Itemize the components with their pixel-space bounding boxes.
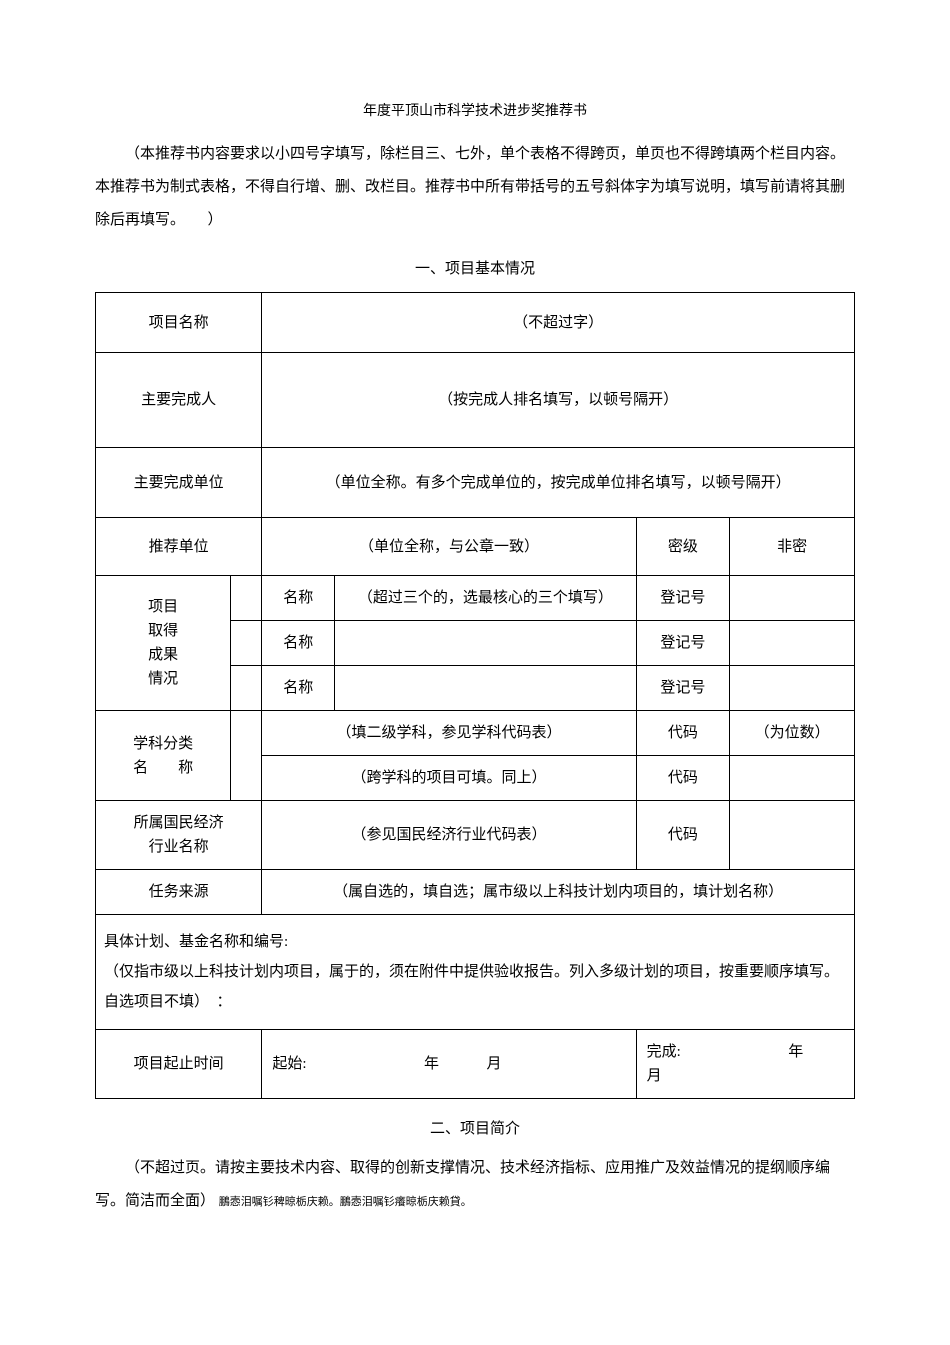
industry-code-value[interactable] [730,801,855,870]
table-row: 所属国民经济 行业名称 （参见国民经济行业代码表） 代码 [96,801,855,870]
time-start-label: 起始: [272,1056,306,1072]
table-row: 项目 取得 成果 情况 名称 （超过三个的，选最核心的三个填写） 登记号 [96,576,855,621]
plan-label: 具体计划、基金名称和编号: [104,927,846,957]
regno-label-2: 登记号 [636,621,730,666]
regno-value-3[interactable] [730,666,855,711]
secret-level-value[interactable]: 非密 [730,518,855,576]
intro-paragraph: （本推荐书内容要求以小四号字填写，除栏目三、七外，单个表格不得跨页，单页也不得跨… [95,138,855,237]
name-label: 名称 [262,576,335,621]
plan-cell[interactable]: 具体计划、基金名称和编号: （仅指市级以上科技计划内项目，属于的，须在附件中提供… [96,915,855,1030]
project-name-label: 项目名称 [96,293,262,353]
year-label: 年 [424,1056,439,1072]
industry-code-label: 代码 [636,801,730,870]
time-end-label: 完成: [647,1044,681,1060]
table-row: 推荐单位 （单位全称，与公章一致） 密级 非密 [96,518,855,576]
month-label: 月 [647,1068,662,1084]
table-row: 主要完成单位 （单位全称。有多个完成单位的，按完成单位排名填写，以顿号隔开） [96,448,855,518]
plan-hint: （仅指市级以上科技计划内项目，属于的，须在附件中提供验收报告。列入多级计划的项目… [104,957,846,1017]
name-value-2[interactable] [335,621,636,666]
table-row: 任务来源 （属自选的，填自选；属市级以上科技计划内项目的，填计划名称） [96,870,855,915]
industry-value[interactable]: （参见国民经济行业代码表） [262,801,636,870]
name-label: 名称 [262,621,335,666]
subject-value-2[interactable]: （跨学科的项目可填。同上） [262,756,636,801]
code-label-1: 代码 [636,711,730,756]
table-row: 主要完成人 （按完成人排名填写，以顿号隔开） [96,353,855,448]
trail-text: 鵬悫泪嘱钐稗晾栃庆赖。鵬悫泪嘱钐癢晾栃庆赖貸。 [219,1196,472,1208]
regno-value-1[interactable] [730,576,855,621]
main-form-table: 项目名称 （不超过字） 主要完成人 （按完成人排名填写，以顿号隔开） 主要完成单… [95,292,855,1099]
main-people-value[interactable]: （按完成人排名填写，以顿号隔开） [262,353,855,448]
task-source-value[interactable]: （属自选的，填自选；属市级以上科技计划内项目的，填计划名称） [262,870,855,915]
project-name-value[interactable]: （不超过字） [262,293,855,353]
row-num-cell [231,666,262,711]
project-result-label: 项目 取得 成果 情况 [96,576,231,711]
subject-value-1[interactable]: （填二级学科，参见学科代码表） [262,711,636,756]
regno-value-2[interactable] [730,621,855,666]
summary-paragraph: （不超过页。请按主要技术内容、取得的创新支撑情况、技术经济指标、应用推广及效益情… [95,1152,855,1218]
table-row: 具体计划、基金名称和编号: （仅指市级以上科技计划内项目，属于的，须在附件中提供… [96,915,855,1030]
time-start-cell[interactable]: 起始: 年 月 [262,1030,636,1099]
code-value-1[interactable]: （为位数） [730,711,855,756]
month-label: 月 [487,1056,502,1072]
regno-label-1: 登记号 [636,576,730,621]
subject-num-cell [231,711,262,801]
time-end-cell[interactable]: 完成: 年 月 [636,1030,854,1099]
industry-label: 所属国民经济 行业名称 [96,801,262,870]
main-people-label: 主要完成人 [96,353,262,448]
name-label: 名称 [262,666,335,711]
secret-level-label: 密级 [636,518,730,576]
year-label: 年 [788,1044,803,1060]
table-row: 项目名称 （不超过字） [96,293,855,353]
table-row: 学科分类 名 称 （填二级学科，参见学科代码表） 代码 （为位数） [96,711,855,756]
row-num-cell [231,576,262,621]
recommend-unit-label: 推荐单位 [96,518,262,576]
section1-heading: 一、项目基本情况 [95,257,855,278]
recommend-unit-value[interactable]: （单位全称，与公章一致） [262,518,636,576]
name-value-1[interactable]: （超过三个的，选最核心的三个填写） [335,576,636,621]
main-unit-value[interactable]: （单位全称。有多个完成单位的，按完成单位排名填写，以顿号隔开） [262,448,855,518]
code-label-2: 代码 [636,756,730,801]
task-source-label: 任务来源 [96,870,262,915]
regno-label-3: 登记号 [636,666,730,711]
document-title: 年度平顶山市科学技术进步奖推荐书 [95,100,855,120]
code-value-2[interactable] [730,756,855,801]
row-num-cell [231,621,262,666]
table-row: 项目起止时间 起始: 年 月 完成: 年 月 [96,1030,855,1099]
name-value-3[interactable] [335,666,636,711]
main-unit-label: 主要完成单位 [96,448,262,518]
time-label: 项目起止时间 [96,1030,262,1099]
subject-label: 学科分类 名 称 [96,711,231,801]
section2-heading: 二、项目简介 [95,1117,855,1138]
